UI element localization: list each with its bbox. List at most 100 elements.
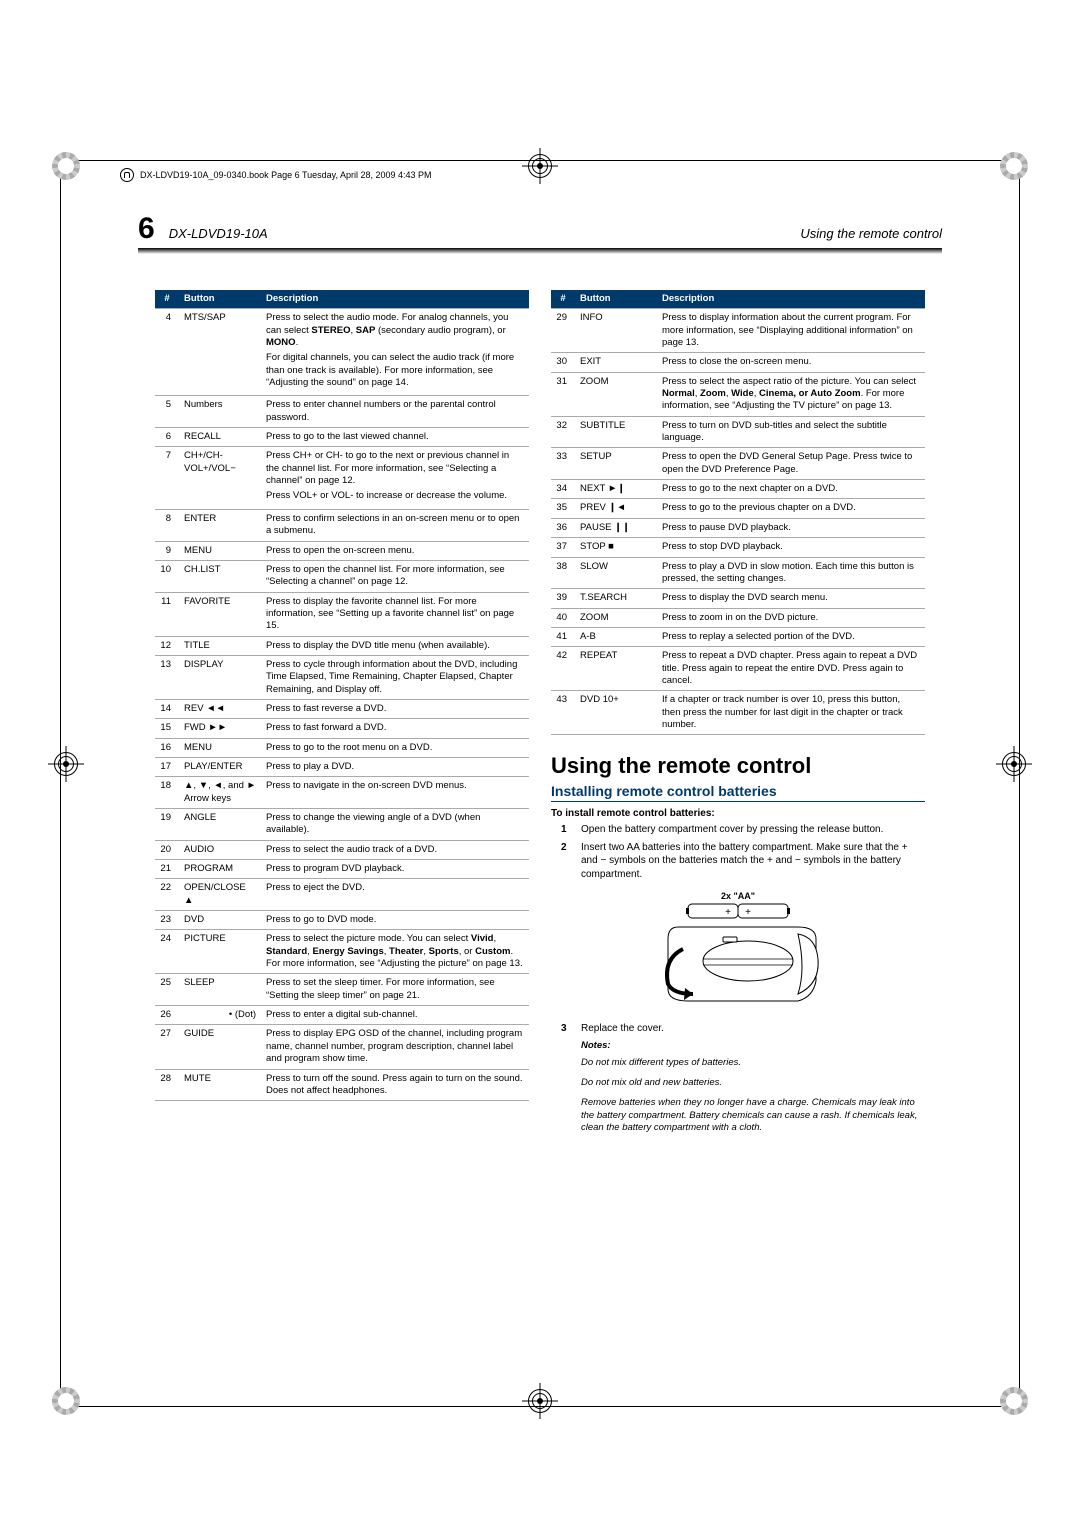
- row-number: 34: [551, 480, 575, 499]
- row-number: 39: [551, 589, 575, 608]
- button-description: Press to set the sleep timer. For more i…: [261, 974, 529, 1006]
- table-row: 23DVDPress to go to DVD mode.: [155, 911, 529, 930]
- th-num: #: [551, 290, 575, 309]
- table-row: 43DVD 10+If a chapter or track number is…: [551, 691, 925, 735]
- button-description: Press to change the viewing angle of a D…: [261, 809, 529, 841]
- section-title: Using the remote control: [800, 226, 942, 241]
- button-description: Press to display the DVD title menu (whe…: [261, 636, 529, 655]
- button-name: ANGLE: [179, 809, 261, 841]
- note-item: Do not mix old and new batteries.: [581, 1077, 925, 1089]
- button-name: MTS/SAP: [179, 309, 261, 396]
- table-row: 24PICTUREPress to select the picture mod…: [155, 930, 529, 974]
- svg-text:+: +: [725, 907, 731, 918]
- button-name: ENTER: [179, 509, 261, 541]
- battery-figure: 2x "AA" + +: [551, 889, 925, 1012]
- button-description: Press to repeat a DVD chapter. Press aga…: [657, 647, 925, 691]
- button-name: GUIDE: [179, 1025, 261, 1069]
- row-number: 21: [155, 860, 179, 879]
- table-row: 21PROGRAMPress to program DVD playback.: [155, 860, 529, 879]
- button-name: ▲, ▼, ◄, and ►Arrow keys: [179, 777, 261, 809]
- book-file-info: DX-LDVD19-10A_09-0340.book Page 6 Tuesda…: [120, 168, 432, 182]
- steps-list: 1Open the battery compartment cover by p…: [551, 823, 925, 881]
- section-h2: Installing remote control batteries: [551, 783, 925, 802]
- button-name: PLAY/ENTER: [179, 757, 261, 776]
- crosshair-icon: [996, 746, 1032, 782]
- crosshair-icon: [522, 1383, 558, 1419]
- button-description: Press to fast forward a DVD.: [261, 719, 529, 738]
- note-item: Do not mix different types of batteries.: [581, 1057, 925, 1069]
- button-description: Press to replay a selected portion of th…: [657, 627, 925, 646]
- step-item: 1Open the battery compartment cover by p…: [581, 823, 925, 837]
- button-description: Press to navigate in the on-screen DVD m…: [261, 777, 529, 809]
- crosshair-icon: [522, 148, 558, 184]
- row-number: 8: [155, 509, 179, 541]
- left-column: # Button Description 4MTS/SAPPress to se…: [155, 290, 529, 1357]
- button-name: DVD 10+: [575, 691, 657, 735]
- button-name: CH+/CH-VOL+/VOL−: [179, 447, 261, 509]
- th-desc: Description: [657, 290, 925, 309]
- button-name: FWD ►►: [179, 719, 261, 738]
- row-number: 6: [155, 428, 179, 447]
- table-row: 12TITLEPress to display the DVD title me…: [155, 636, 529, 655]
- button-description: Press to select the picture mode. You ca…: [261, 930, 529, 974]
- button-name: MENU: [179, 541, 261, 560]
- row-number: 41: [551, 627, 575, 646]
- button-description: Press to open the on-screen menu.: [261, 541, 529, 560]
- row-number: 31: [551, 372, 575, 416]
- button-description: Press to go to the last viewed channel.: [261, 428, 529, 447]
- row-number: 22: [155, 879, 179, 911]
- button-name: PREV ❙◄: [575, 499, 657, 518]
- button-description: Press to zoom in on the DVD picture.: [657, 608, 925, 627]
- button-name: DVD: [179, 911, 261, 930]
- button-name: PICTURE: [179, 930, 261, 974]
- button-name: MENU: [179, 738, 261, 757]
- button-name: PAUSE ❙❙: [575, 518, 657, 537]
- row-number: 43: [551, 691, 575, 735]
- page-number: 6: [138, 212, 155, 246]
- row-number: 4: [155, 309, 179, 396]
- table-row: 11FAVORITEPress to display the favorite …: [155, 592, 529, 636]
- table-row: 35PREV ❙◄Press to go to the previous cha…: [551, 499, 925, 518]
- table-row: 15FWD ►►Press to fast forward a DVD.: [155, 719, 529, 738]
- remote-control-section: Using the remote control Installing remo…: [551, 753, 925, 1134]
- table-row: 20AUDIOPress to select the audio track o…: [155, 840, 529, 859]
- book-icon: [120, 168, 134, 182]
- button-description: Press to program DVD playback.: [261, 860, 529, 879]
- button-table-right: # Button Description 29INFOPress to disp…: [551, 290, 925, 735]
- button-name: Numbers: [179, 396, 261, 428]
- table-row: 36PAUSE ❙❙Press to pause DVD playback.: [551, 518, 925, 537]
- button-name: TITLE: [179, 636, 261, 655]
- table-row: 42REPEATPress to repeat a DVD chapter. P…: [551, 647, 925, 691]
- row-number: 23: [155, 911, 179, 930]
- table-row: 26• (Dot)Press to enter a digital sub-ch…: [155, 1006, 529, 1025]
- table-row: 18▲, ▼, ◄, and ►Arrow keysPress to navig…: [155, 777, 529, 809]
- table-row: 5NumbersPress to enter channel numbers o…: [155, 396, 529, 428]
- button-description: Press to pause DVD playback.: [657, 518, 925, 537]
- button-description: Press to display information about the c…: [657, 309, 925, 353]
- note-item: Remove batteries when they no longer hav…: [581, 1097, 925, 1134]
- button-name: REV ◄◄: [179, 699, 261, 718]
- button-description: Press to go to the previous chapter on a…: [657, 499, 925, 518]
- button-name: PROGRAM: [179, 860, 261, 879]
- button-description: Press to play a DVD in slow motion. Each…: [657, 557, 925, 589]
- th-button: Button: [179, 290, 261, 309]
- registration-mark-icon: [1000, 1387, 1028, 1415]
- row-number: 29: [551, 309, 575, 353]
- header-gradient: [138, 248, 942, 254]
- table-row: 27GUIDEPress to display EPG OSD of the c…: [155, 1025, 529, 1069]
- registration-mark-icon: [52, 152, 80, 180]
- button-name: RECALL: [179, 428, 261, 447]
- right-column: # Button Description 29INFOPress to disp…: [551, 290, 925, 1357]
- button-description: Press to enter channel numbers or the pa…: [261, 396, 529, 428]
- row-number: 20: [155, 840, 179, 859]
- row-number: 10: [155, 560, 179, 592]
- th-num: #: [155, 290, 179, 309]
- button-name: • (Dot): [179, 1006, 261, 1025]
- row-number: 5: [155, 396, 179, 428]
- step-item: 2Insert two AA batteries into the batter…: [581, 841, 925, 882]
- button-name: A-B: [575, 627, 657, 646]
- button-name: SUBTITLE: [575, 416, 657, 448]
- button-description: Press to turn off the sound. Press again…: [261, 1069, 529, 1101]
- button-description: Press to fast reverse a DVD.: [261, 699, 529, 718]
- crosshair-icon: [48, 746, 84, 782]
